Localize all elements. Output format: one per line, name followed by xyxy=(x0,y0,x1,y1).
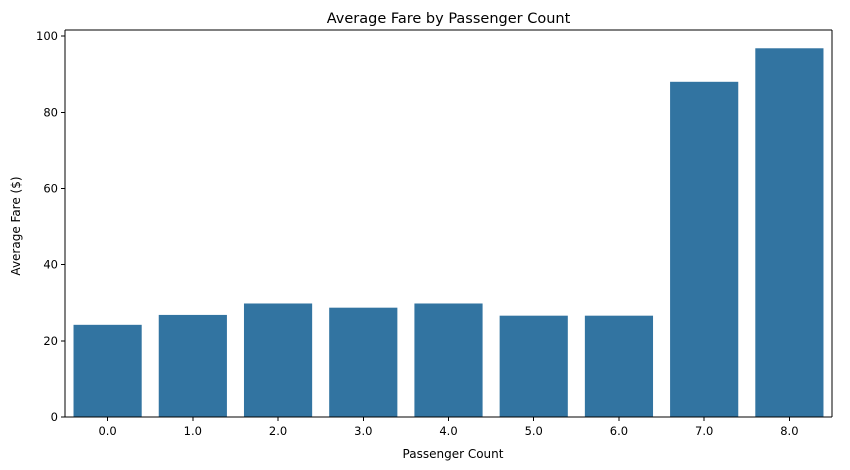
x-tick-label-8.0: 8.0 xyxy=(780,424,798,438)
y-tick-label-40: 40 xyxy=(43,258,58,272)
chart-title: Average Fare by Passenger Count xyxy=(327,11,571,27)
x-axis-label: Passenger Count xyxy=(403,447,504,461)
bar-3.0 xyxy=(329,307,398,417)
bar-7.0 xyxy=(670,81,739,418)
y-tick-label-60: 60 xyxy=(43,181,58,195)
y-tick-label-0: 0 xyxy=(51,410,58,424)
bar-5.0 xyxy=(499,315,568,417)
x-tick-label-6.0: 6.0 xyxy=(610,424,628,438)
x-tick-label-3.0: 3.0 xyxy=(354,424,372,438)
x-axis: 0.0 1.0 2.0 3.0 4.0 5.0 6.0 7.0 8.0 xyxy=(98,417,799,438)
bar-8.0 xyxy=(755,48,824,417)
x-tick-label-5.0: 5.0 xyxy=(525,424,543,438)
bar-2.0 xyxy=(243,303,313,417)
x-tick-label-7.0: 7.0 xyxy=(695,424,713,438)
bars-group xyxy=(73,48,824,418)
y-axis: 0 20 40 60 80 100 xyxy=(36,29,65,424)
x-tick-label-0.0: 0.0 xyxy=(98,424,116,438)
x-tick-label-4.0: 4.0 xyxy=(439,424,457,438)
bar-1.0 xyxy=(158,314,227,417)
bar-0.0 xyxy=(73,324,142,417)
bar-6.0 xyxy=(584,315,654,417)
bar-4.0 xyxy=(414,303,483,417)
y-tick-label-100: 100 xyxy=(36,29,58,43)
x-tick-label-1.0: 1.0 xyxy=(184,424,202,438)
x-tick-label-2.0: 2.0 xyxy=(269,424,287,438)
y-tick-label-20: 20 xyxy=(43,334,58,348)
y-axis-label: Average Fare ($) xyxy=(9,176,23,275)
y-tick-label-80: 80 xyxy=(43,105,58,119)
